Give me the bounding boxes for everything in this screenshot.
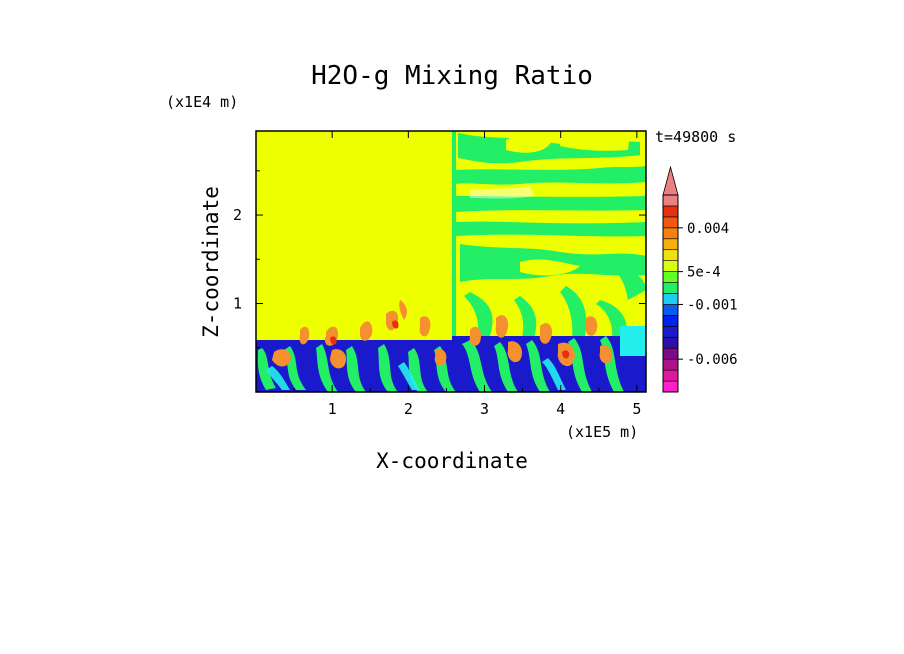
colorbar-swatch: [662, 347, 679, 360]
colorbar-label: 0.004: [687, 221, 729, 237]
y-units-label: (x1E4 m): [166, 93, 238, 111]
x-axis-title: X-coordinate: [376, 449, 528, 473]
x-axis-ticks: 1 2 3 4 5: [293, 131, 641, 418]
colorbar-swatch: [662, 304, 679, 316]
colorbar-extend-arrow: [662, 165, 679, 196]
plot-frame: [255, 130, 647, 393]
colorbar-swatch: [662, 380, 679, 393]
colorbar-swatch: [662, 282, 679, 294]
colorbar-swatch: [662, 216, 679, 229]
y-axis-title: Z-coordinate: [199, 186, 223, 338]
colorbar-swatch: [662, 315, 679, 327]
colorbar-swatch: [662, 293, 679, 305]
chart-title: H2O-g Mixing Ratio: [311, 61, 593, 91]
colorbar-frame: [662, 194, 679, 393]
colorbar-label: -0.006: [687, 352, 738, 368]
x-tick-label: 2: [404, 400, 413, 418]
colorbar-label: -0.001: [687, 297, 738, 313]
x-tick-label: 5: [632, 400, 641, 418]
y-axis-ticks: 12: [233, 170, 646, 349]
colorbar-swatch: [662, 249, 679, 261]
colorbar-swatch: [662, 194, 679, 207]
colorbar: 0.004 5e-4 -0.001 -0.006: [662, 165, 738, 393]
colorbar-swatch: [662, 326, 679, 338]
y-tick-label: 1: [233, 295, 242, 313]
heatmap-field: [256, 131, 646, 392]
colorbar-swatch: [662, 227, 679, 240]
x-tick-label: 4: [556, 400, 565, 418]
colorbar-swatch: [662, 336, 679, 349]
y-tick-label: 2: [233, 206, 242, 224]
colorbar-swatch: [662, 238, 679, 251]
field-upper-left: [256, 131, 452, 343]
colorbar-swatch: [662, 271, 679, 283]
colorbar-swatch: [662, 205, 679, 218]
colorbar-swatch: [662, 369, 679, 382]
boundary-layer-cyan: [266, 358, 566, 390]
x-units-label: (x1E5 m): [566, 423, 638, 441]
time-label: t=49800 s: [655, 128, 736, 146]
colorbar-label: 5e-4: [687, 265, 721, 281]
colorbar-swatch: [662, 260, 679, 272]
x-tick-label: 1: [328, 400, 337, 418]
red-cores: [330, 320, 570, 359]
x-tick-label: 3: [480, 400, 489, 418]
orange-plumes: [272, 300, 613, 369]
colorbar-swatch: [662, 358, 679, 371]
